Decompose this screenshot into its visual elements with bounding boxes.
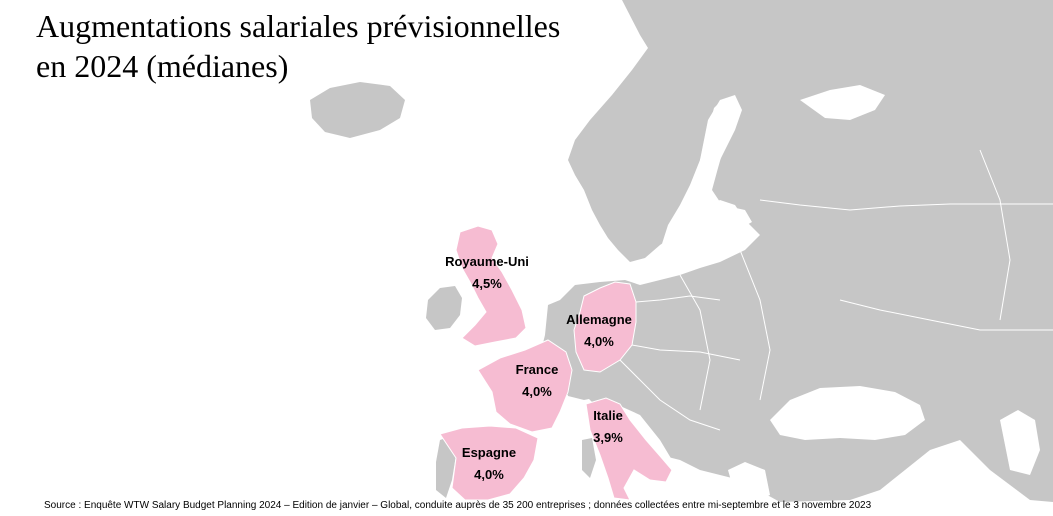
country-value: 3,9% [593,430,623,445]
title-line-2: en 2024 (médianes) [36,48,289,84]
ireland [426,286,462,330]
eurasia-landmass [540,0,1053,502]
switzerland [566,378,604,400]
portugal [436,436,456,498]
country-value: 4,0% [474,467,504,482]
united-kingdom-shape[interactable] [455,225,527,347]
caspian-sea [1000,410,1040,475]
country-name: Royaume-Uni [445,254,529,269]
label-italie: Italie 3,9% [578,405,638,449]
label-royaume-uni: Royaume-Uni 4,5% [444,251,530,295]
title-line-1: Augmentations salariales prévisionnelles [36,8,561,44]
country-value: 4,5% [472,276,502,291]
source-note: Source : Enquête WTW Salary Budget Plann… [44,500,872,511]
country-name: Allemagne [566,312,632,327]
label-espagne: Espagne 4,0% [452,442,526,486]
country-name: Italie [593,408,623,423]
baltic-sea [660,100,752,262]
italy-shape[interactable] [585,397,673,501]
country-name: Espagne [461,445,517,460]
aegean-sea [728,462,770,502]
gulf-of-bothnia [700,95,742,170]
map-title: Augmentations salariales prévisionnelles… [36,6,560,86]
label-allemagne: Allemagne 4,0% [561,309,637,353]
country-value: 4,0% [522,384,552,399]
white-sea [800,85,885,120]
country-borders [619,149,1053,431]
germany-shape[interactable] [573,281,637,373]
label-france: France 4,0% [499,359,575,403]
country-name: France [515,362,559,377]
black-sea [770,386,925,440]
france-shape[interactable] [477,339,573,433]
country-value: 4,0% [584,334,614,349]
sardinia [582,438,596,478]
iceland [310,82,405,138]
spain-shape[interactable] [439,425,539,501]
